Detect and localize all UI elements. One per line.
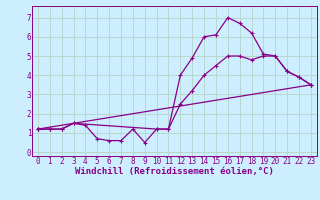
X-axis label: Windchill (Refroidissement éolien,°C): Windchill (Refroidissement éolien,°C): [75, 167, 274, 176]
